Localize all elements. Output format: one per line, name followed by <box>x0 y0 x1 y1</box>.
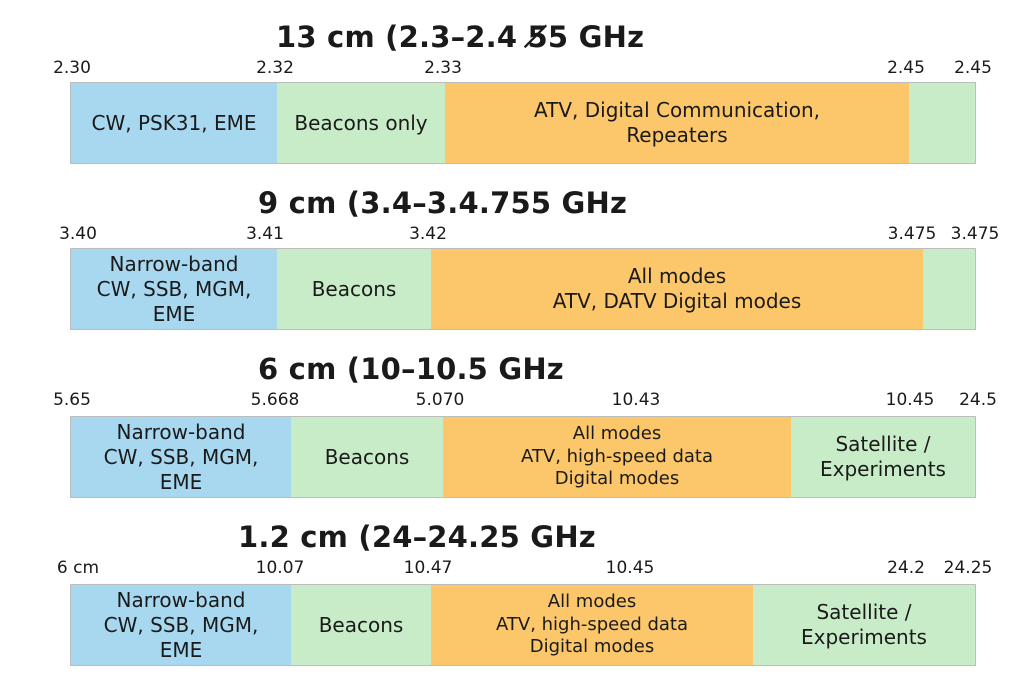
segment-all-modes: All modes ATV, high-speed data Digital m… <box>431 585 753 665</box>
tick-label: 3.40 <box>59 224 97 244</box>
segment-label: Beacons <box>311 276 397 301</box>
tick-label: 5.070 <box>415 390 465 410</box>
segment-narrowband: Narrow-band CW, SSB, MGM, EME <box>71 585 291 665</box>
segment-all-modes: All modes ATV, DATV Digital modes <box>431 249 923 329</box>
tick-label: 5.65 <box>53 390 91 410</box>
tick-label: 5.668 <box>250 390 300 410</box>
tick-label: 10.45 <box>885 390 935 410</box>
segment-label: Narrow-band CW, SSB, MGM, EME <box>103 587 259 662</box>
segment-label: Satellite / Experiments <box>820 432 946 481</box>
tick-label: 3.475 <box>887 224 937 244</box>
tick-label: 2.45 <box>887 58 925 78</box>
tick-label: 2.32 <box>256 58 294 78</box>
segment-label: Narrow-band CW, SSB, MGM, EME <box>103 419 259 494</box>
band-bar: Narrow-band CW, SSB, MGM, EME Beacons Al… <box>70 248 976 330</box>
segment-label: All modes ATV, DATV Digital modes <box>552 264 802 313</box>
tick-label: 24.5 <box>959 390 997 410</box>
segment-label: Satellite / Experiments <box>801 600 927 649</box>
band-bar: Narrow-band CW, SSB, MGM, EME Beacons Al… <box>70 416 976 498</box>
segment-upper <box>909 83 975 163</box>
tick-label: 3.42 <box>409 224 447 244</box>
segment-all-modes: All modes ATV, high-speed data Digital m… <box>443 417 791 497</box>
segment-narrowband: CW, PSK31, EME <box>71 83 277 163</box>
tick-label: 10.47 <box>403 558 453 578</box>
tick-label: 24.2 <box>887 558 925 578</box>
tick-label: 3.41 <box>246 224 284 244</box>
segment-label: Beacons <box>318 612 404 637</box>
tick-label: 24.25 <box>943 558 993 578</box>
segment-label: All modes ATV, high-speed data Digital m… <box>520 423 714 490</box>
tick-label: 2.45 <box>954 58 992 78</box>
segment-satellite: Satellite / Experiments <box>753 585 975 665</box>
band-title: 13 cm (2.3–2.4 5̸5 GHz <box>276 20 645 54</box>
tick-label: 10.45 <box>605 558 655 578</box>
tick-label: 2.33 <box>424 58 462 78</box>
segment-beacons: Beacons <box>291 585 431 665</box>
segment-beacons: Beacons <box>291 417 443 497</box>
tick-label: 10.43 <box>611 390 661 410</box>
segment-label: Beacons only <box>294 110 428 135</box>
segment-label: Narrow-band CW, SSB, MGM, EME <box>96 251 252 326</box>
segment-beacons: Beacons only <box>277 83 445 163</box>
band-title: 1.2 cm (24–24.25 GHz <box>238 520 596 554</box>
segment-satellite: Satellite / Experiments <box>791 417 975 497</box>
tick-label: 6 cm <box>56 558 100 578</box>
tick-label: 3.475 <box>950 224 1000 244</box>
segment-label: CW, PSK31, EME <box>91 110 257 135</box>
segment-label: All modes ATV, high-speed data Digital m… <box>495 591 689 658</box>
tick-label: 10.07 <box>255 558 305 578</box>
segment-narrowband: Narrow-band CW, SSB, MGM, EME <box>71 417 291 497</box>
segment-upper <box>923 249 975 329</box>
band-bar: Narrow-band CW, SSB, MGM, EME Beacons Al… <box>70 584 976 666</box>
segment-label: Beacons <box>324 444 410 469</box>
segment-label: ATV, Digital Communication, Repeaters <box>534 98 820 147</box>
segment-all-modes: ATV, Digital Communication, Repeaters <box>445 83 909 163</box>
segment-narrowband: Narrow-band CW, SSB, MGM, EME <box>71 249 277 329</box>
band-title: 9 cm (3.4–3.4.755 GHz <box>258 186 628 220</box>
band-bar: CW, PSK31, EME Beacons only ATV, Digital… <box>70 82 976 164</box>
band-title: 6 cm (10–10.5 GHz <box>258 352 564 386</box>
segment-beacons: Beacons <box>277 249 431 329</box>
tick-label: 2.30 <box>53 58 91 78</box>
